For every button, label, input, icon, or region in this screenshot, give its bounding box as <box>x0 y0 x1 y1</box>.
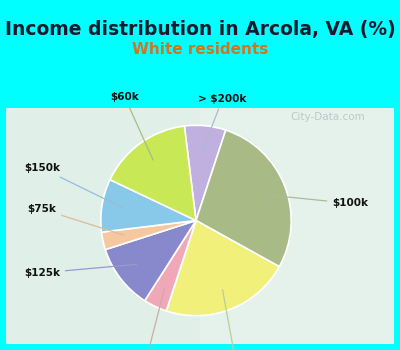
Wedge shape <box>145 220 196 311</box>
Wedge shape <box>196 130 291 267</box>
Wedge shape <box>102 220 196 250</box>
Text: $100k: $100k <box>265 195 368 208</box>
Wedge shape <box>110 126 196 220</box>
Text: $40k: $40k <box>132 288 165 350</box>
Text: $60k: $60k <box>110 92 153 160</box>
Text: $150k: $150k <box>24 163 123 208</box>
Wedge shape <box>105 220 196 301</box>
Text: $75k: $75k <box>27 204 124 235</box>
Text: City-Data.com: City-Data.com <box>290 112 365 122</box>
Wedge shape <box>101 180 196 232</box>
Text: $125k: $125k <box>24 264 137 278</box>
Text: White residents: White residents <box>132 42 268 57</box>
Wedge shape <box>184 125 226 220</box>
Text: > $200k: > $200k <box>198 94 247 147</box>
FancyBboxPatch shape <box>6 108 394 344</box>
Wedge shape <box>166 220 279 316</box>
Text: Income distribution in Arcola, VA (%): Income distribution in Arcola, VA (%) <box>5 20 395 39</box>
Text: $200k: $200k <box>218 290 254 350</box>
FancyBboxPatch shape <box>200 108 394 344</box>
